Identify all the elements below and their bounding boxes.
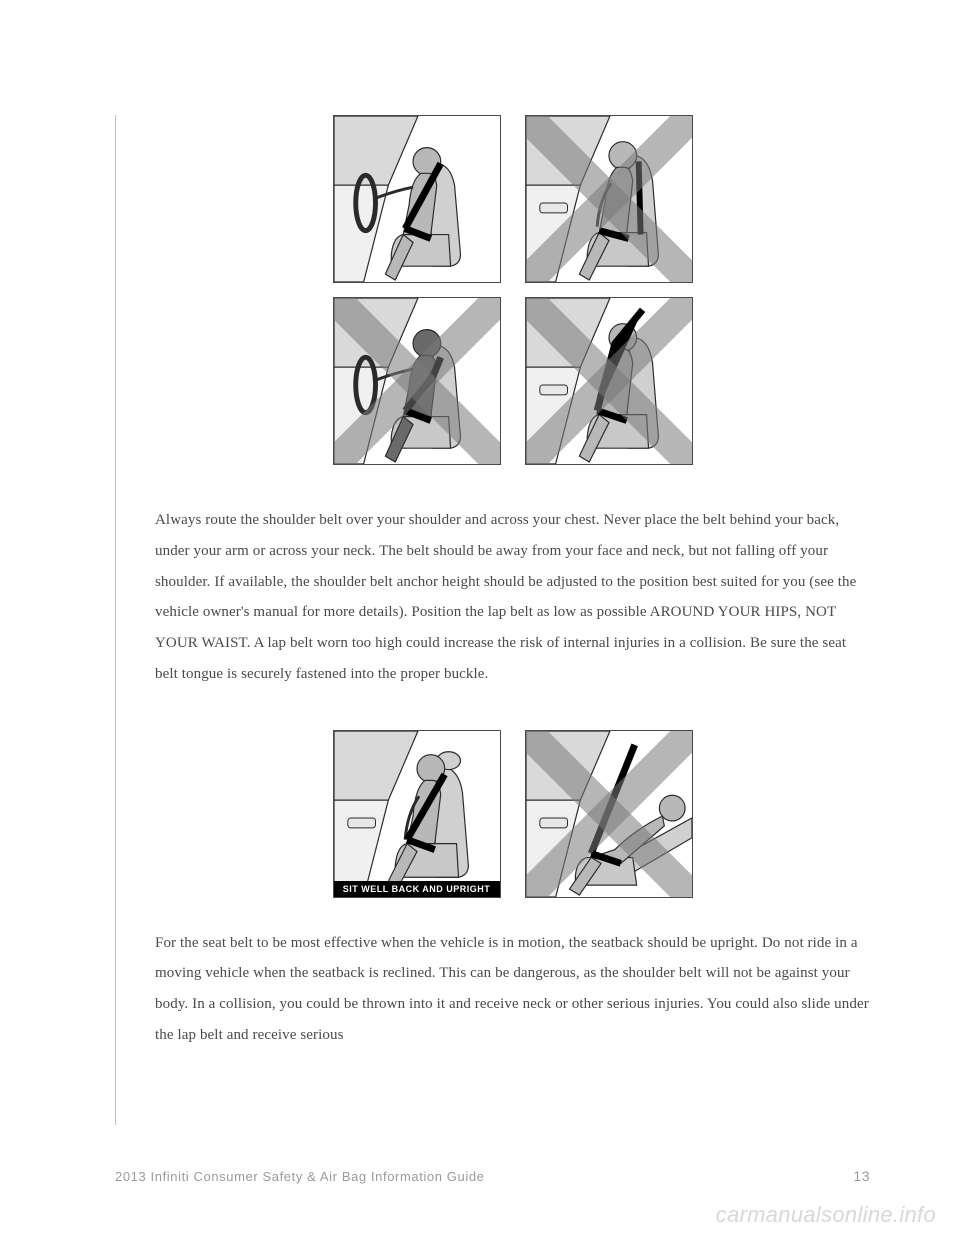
content-column: Always route the shoulder belt over your… <box>155 115 870 1051</box>
seatback-upright-illustration <box>334 731 500 897</box>
page-container: Always route the shoulder belt over your… <box>0 0 960 1242</box>
panel-seatbelt-behind-back <box>525 115 693 283</box>
seatbelt-under-arm-illustration <box>334 298 500 464</box>
illustration-grid-bottom: SIT WELL BACK AND UPRIGHT <box>155 730 870 898</box>
panel-seatback-reclined <box>525 730 693 898</box>
seatbelt-correct-driver-illustration <box>334 116 500 282</box>
panel-seatback-upright: SIT WELL BACK AND UPRIGHT <box>333 730 501 898</box>
page-footer: 2013 Infiniti Consumer Safety & Air Bag … <box>115 1168 870 1184</box>
body-paragraph-2: For the seat belt to be most effective w… <box>155 928 870 1051</box>
footer-document-title: 2013 Infiniti Consumer Safety & Air Bag … <box>115 1169 485 1184</box>
panel-caption-upright: SIT WELL BACK AND UPRIGHT <box>334 881 500 897</box>
seatback-reclined-illustration <box>526 731 692 897</box>
watermark-text: carmanualsonline.info <box>716 1202 936 1228</box>
panel-seatbelt-over-neck <box>525 297 693 465</box>
left-vertical-rule <box>115 115 116 1125</box>
footer-page-number: 13 <box>853 1168 870 1184</box>
body-paragraph-1: Always route the shoulder belt over your… <box>155 505 870 690</box>
seatbelt-over-neck-illustration <box>526 298 692 464</box>
panel-seatbelt-correct-driver <box>333 115 501 283</box>
illustration-grid-top <box>155 115 870 465</box>
seatbelt-behind-back-illustration <box>526 116 692 282</box>
panel-seatbelt-under-arm <box>333 297 501 465</box>
